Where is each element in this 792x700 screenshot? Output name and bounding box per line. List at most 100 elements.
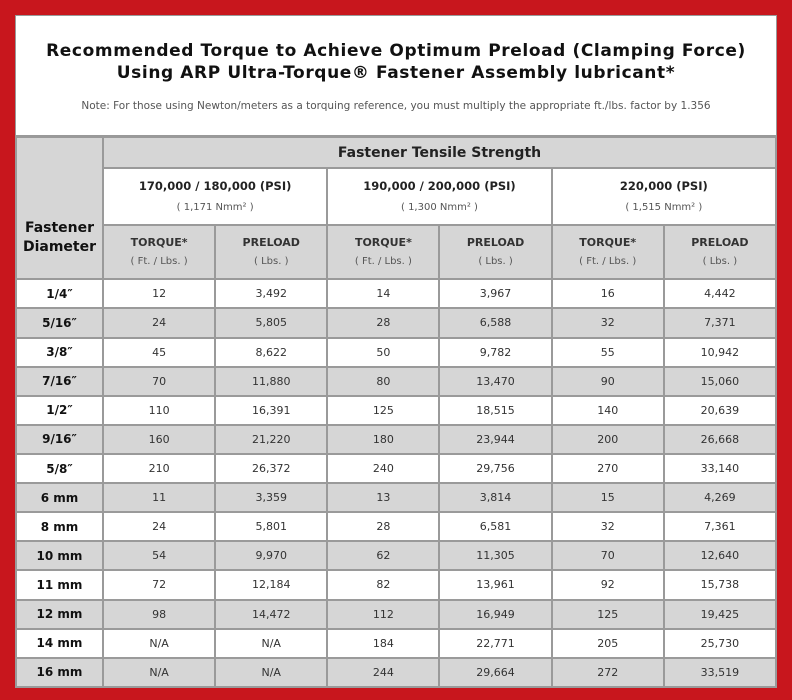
data-row: 5/16″ 24 5,805 28 6,588 32 7,371 [15, 307, 778, 339]
cell: 32 [550, 307, 665, 339]
data-row: 16 mm N/A N/A 244 29,664 272 33,519 [15, 656, 778, 689]
data-row: 1/4″ 12 3,492 14 3,967 16 4,442 [15, 278, 778, 310]
cell: 18,515 [438, 394, 553, 426]
note: Note: For those using Newton/meters as a… [81, 100, 711, 112]
group-sub: ( 1,300 Nmm² ) [400, 201, 478, 213]
column-header: PRELOAD ( Lbs. ) [214, 224, 329, 281]
column-label: TORQUE* [579, 235, 637, 249]
diameter: 9/16″ [15, 423, 104, 455]
title: Recommended Torque to Achieve Optimum Pr… [16, 16, 776, 84]
data-row: 1/2″ 110 16,391 125 18,515 140 20,639 [15, 394, 778, 426]
cell: 13 [326, 482, 441, 514]
cell: 26,372 [214, 452, 329, 485]
cell: 9,782 [438, 336, 553, 368]
cell: 12,184 [214, 569, 329, 601]
cell: 33,140 [662, 452, 778, 485]
cell: 5,805 [214, 307, 329, 339]
cell: 29,756 [438, 452, 553, 485]
data-row: 7/16″ 70 11,880 80 13,470 90 15,060 [15, 365, 778, 397]
data-row: 9/16″ 160 21,220 180 23,944 200 26,668 [15, 423, 778, 455]
cell: 125 [550, 598, 665, 630]
diameter: 5/16″ [15, 307, 104, 339]
cell: 244 [326, 656, 441, 689]
group-row: 170,000 / 180,000 (PSI) ( 1,171 Nmm² ) 190… [16, 167, 778, 227]
diameter-label: Fastener Diameter [22, 220, 97, 256]
diameter: 10 mm [15, 540, 104, 572]
cell: 23,944 [438, 423, 553, 455]
cell: 21,220 [214, 423, 329, 455]
cell: 9,970 [214, 540, 329, 572]
data-row: 3/8″ 45 8,622 50 9,782 55 10,942 [15, 336, 778, 368]
cell: 3,492 [214, 278, 329, 310]
diameter: 12 mm [15, 598, 104, 630]
cell: 16,949 [438, 598, 553, 630]
cell: 10,942 [662, 336, 778, 368]
header: Recommended Torque to Achieve Optimum Pr… [15, 15, 777, 136]
column-unit: ( Lbs. ) [702, 255, 738, 267]
cell: 11,880 [214, 365, 329, 397]
column-label: PRELOAD [466, 235, 525, 249]
column-header: TORQUE* ( Ft. / Lbs. ) [326, 224, 441, 281]
cell: 272 [550, 656, 665, 689]
group-label: 220,000 (PSI) [619, 178, 708, 193]
diameter: 3/8″ [15, 336, 104, 368]
cell: 22,771 [438, 627, 553, 659]
cell: 210 [101, 452, 217, 485]
data-row: 14 mm N/A N/A 184 22,771 205 25,730 [15, 627, 778, 659]
column-unit: ( Lbs. ) [478, 255, 513, 267]
cell: 14,472 [214, 598, 329, 630]
cell: 45 [101, 336, 217, 368]
cell: 62 [326, 540, 441, 572]
cell: 3,967 [438, 278, 553, 310]
title-line: Recommended Torque to Achieve Optimum Pr… [46, 41, 746, 61]
cell: N/A [214, 627, 329, 659]
cell: 70 [101, 365, 217, 397]
column-label: TORQUE* [130, 235, 188, 249]
diameter: 5/8″ [15, 452, 104, 485]
cell: 13,470 [438, 365, 553, 397]
diameter: 8 mm [15, 511, 104, 543]
torque-table: Fastener Diameter Fastener Tensile Streng… [15, 135, 778, 689]
cell: 29,664 [438, 656, 553, 689]
group-header: 220,000 (PSI) ( 1,515 Nmm² ) [550, 167, 778, 227]
cell: 15,738 [662, 569, 778, 601]
data-row: 8 mm 24 5,801 28 6,581 32 7,361 [15, 511, 778, 543]
cell: 7,371 [662, 307, 778, 339]
diameter: 6 mm [15, 482, 104, 514]
column-unit: ( Ft. / Lbs. ) [354, 255, 412, 267]
column-header: PRELOAD ( Lbs. ) [662, 224, 778, 281]
group-label: 190,000 / 200,000 (PSI) [363, 178, 516, 193]
cell: 13,961 [438, 569, 553, 601]
cell: 112 [326, 598, 441, 630]
cell: 205 [550, 627, 665, 659]
cell: 90 [550, 365, 665, 397]
cell: N/A [101, 656, 217, 689]
group-sub: ( 1,515 Nmm² ) [625, 201, 703, 213]
cell: 80 [326, 365, 441, 397]
cell: 270 [550, 452, 665, 485]
cell: 92 [550, 569, 665, 601]
column-label: PRELOAD [691, 235, 749, 249]
cell: N/A [214, 656, 329, 689]
column-unit: ( Ft. / Lbs. ) [579, 255, 637, 267]
cell: 32 [550, 511, 665, 543]
cell: 33,519 [662, 656, 778, 689]
cell: 70 [550, 540, 665, 572]
header-row: Fastener Diameter Fastener Tensile Streng… [15, 135, 777, 281]
table-body: Fastener Diameter Fastener Tensile Streng… [15, 135, 778, 689]
group-header: 190,000 / 200,000 (PSI) ( 1,300 Nmm² ) [326, 167, 553, 227]
title-line: Using ARP Ultra-Torque® Fastener Assembl… [116, 63, 676, 83]
data-row: 11 mm 72 12,184 82 13,961 92 15,738 [15, 569, 778, 601]
column-row: TORQUE* ( Ft. / Lbs. ) PRELOAD ( Lbs. ) TORQ… [16, 224, 778, 281]
diameter: 7/16″ [15, 365, 104, 397]
group-header: 170,000 / 180,000 (PSI) ( 1,171 Nmm² ) [101, 167, 329, 227]
cell: 55 [550, 336, 665, 368]
cell: 15 [550, 482, 665, 514]
cell: 4,442 [662, 278, 778, 310]
column-header: TORQUE* ( Ft. / Lbs. ) [550, 224, 665, 281]
cell: 54 [101, 540, 217, 572]
cell: 8,622 [214, 336, 329, 368]
cell: 98 [101, 598, 217, 630]
column-unit: ( Ft. / Lbs. ) [130, 255, 188, 267]
